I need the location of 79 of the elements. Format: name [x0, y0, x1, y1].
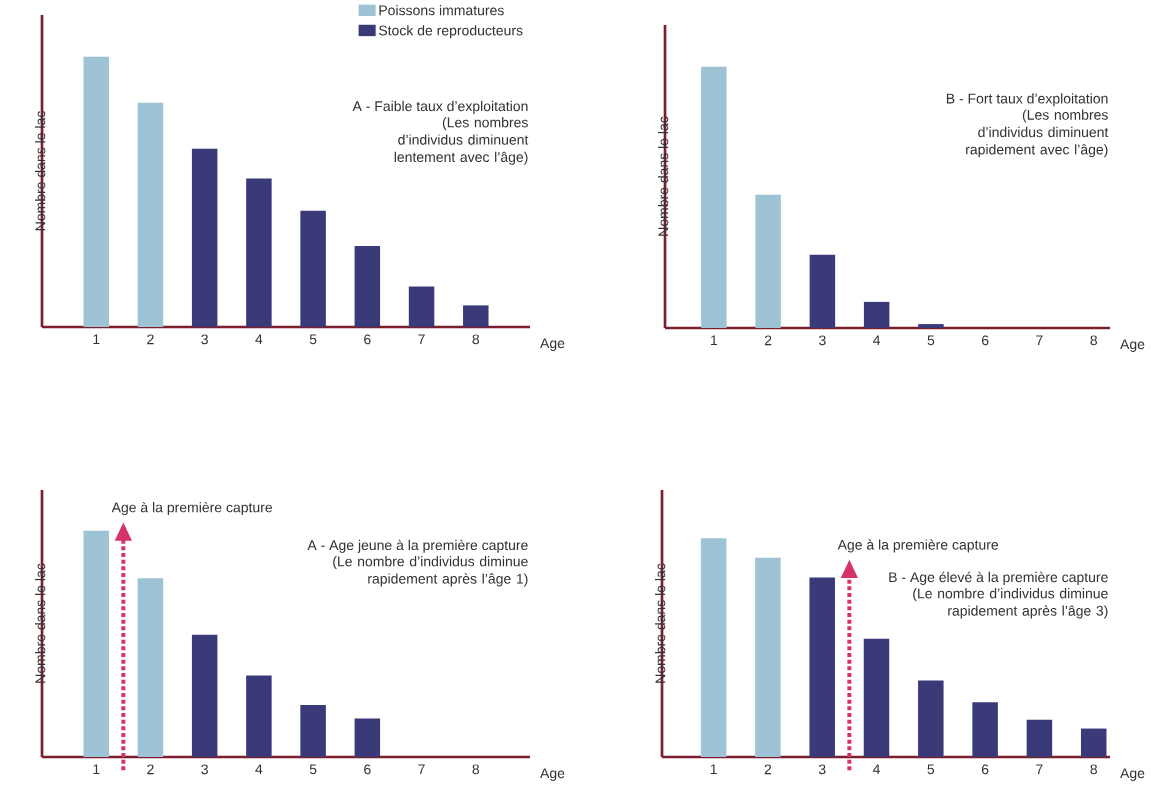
x-tick-label: 2 — [764, 764, 772, 775]
x-tick-label: 4 — [873, 335, 881, 346]
bar — [463, 305, 489, 327]
bar — [755, 557, 781, 757]
bar — [246, 675, 272, 757]
x-tick-label: 2 — [147, 334, 154, 345]
bar — [354, 718, 381, 757]
bar — [700, 538, 727, 757]
bar — [137, 578, 164, 757]
bar — [300, 210, 326, 327]
x-tick-label: 1 — [93, 334, 100, 345]
x-tick-label: 3 — [819, 335, 826, 346]
bar — [83, 56, 109, 327]
x-tick-label: 1 — [93, 764, 100, 775]
x-tick-label: 7 — [418, 764, 425, 775]
x-tick-label: 2 — [147, 764, 154, 775]
x-axis-title: Age — [540, 768, 565, 781]
x-tick-label: 2 — [764, 335, 772, 346]
bar — [300, 704, 326, 757]
bar — [918, 680, 944, 757]
x-tick-label: 3 — [201, 334, 208, 345]
x-tick-label: 3 — [818, 764, 826, 775]
x-tick-label: 7 — [1036, 764, 1043, 775]
x-tick-label: 5 — [309, 334, 317, 345]
x-tick-label: 8 — [1090, 335, 1097, 346]
x-tick-label: 5 — [927, 764, 935, 775]
y-axis-title: Nombre dans le lac — [655, 563, 666, 683]
y-axis-title: Nombre dans le lac — [658, 116, 669, 236]
annotation: (Le nombre d’individus diminue rapidement après l’âge 1) — [333, 556, 528, 587]
x-tick-label: 8 — [1090, 764, 1097, 775]
ref-line-label: Age à la première capture — [837, 539, 999, 553]
bar — [246, 178, 272, 327]
x-tick-label: 4 — [872, 764, 880, 775]
x-tick-label: 1 — [710, 764, 717, 775]
bar — [809, 254, 836, 328]
x-tick-label: 6 — [364, 334, 371, 345]
legend-label: Poissons immatures — [379, 5, 504, 16]
x-tick-label: 7 — [418, 334, 425, 345]
bar — [918, 324, 944, 328]
annotation: A - Age jeune à la première capture — [307, 539, 528, 553]
ref-line-label: Age à la première capture — [111, 501, 273, 516]
x-axis-title: Age — [1120, 768, 1145, 781]
x-axis-title: Age — [1120, 339, 1145, 352]
x-tick-label: 6 — [981, 764, 989, 775]
bar — [137, 102, 164, 327]
bar — [755, 194, 781, 328]
x-tick-label: 6 — [364, 764, 371, 775]
x-tick-label: 4 — [255, 334, 263, 345]
bar — [354, 245, 381, 327]
annotation: (Le nombre d’individus diminue rapidement après l’âge 3) — [913, 588, 1108, 619]
bar — [1026, 719, 1053, 757]
bar — [701, 66, 727, 328]
bar — [863, 638, 890, 757]
bar — [972, 702, 998, 757]
y-axis-title: Nombre dans le lac — [35, 111, 46, 231]
x-tick-label: 6 — [982, 335, 989, 346]
annotation: A - Faible taux d’exploitation — [352, 100, 528, 114]
x-tick-label: 5 — [927, 335, 935, 346]
annotation: (Les nombres d’individus diminuent rapidement avec l’âge) — [966, 109, 1109, 158]
bar — [863, 301, 890, 328]
bar — [191, 148, 218, 327]
x-tick-label: 8 — [472, 764, 480, 775]
x-tick-label: 1 — [711, 335, 718, 346]
bar — [83, 530, 109, 757]
legend-label: Stock de reproducteurs — [378, 25, 523, 39]
x-tick-label: 7 — [1036, 335, 1043, 346]
annotation: B - Age élevé à la première capture — [889, 571, 1108, 585]
bar — [408, 286, 435, 327]
x-tick-label: 5 — [309, 764, 317, 775]
x-axis-title: Age — [540, 338, 565, 351]
x-tick-label: 4 — [255, 764, 263, 775]
y-axis-title: Nombre dans le lac — [35, 563, 46, 683]
annotation: (Les nombres d’individus diminuent lentement avec l’âge) — [394, 117, 529, 165]
x-tick-label: 3 — [201, 764, 208, 775]
bar — [191, 634, 218, 757]
annotation: B - Fort taux d’exploitation — [946, 93, 1108, 107]
x-tick-label: 8 — [472, 334, 480, 345]
bar — [809, 577, 835, 757]
bar — [1080, 728, 1107, 757]
